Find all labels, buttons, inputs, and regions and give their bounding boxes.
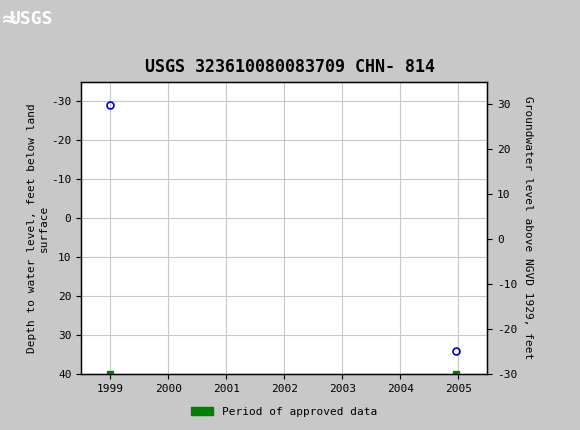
Legend: Period of approved data: Period of approved data [187, 402, 382, 421]
Text: USGS 323610080083709 CHN- 814: USGS 323610080083709 CHN- 814 [145, 58, 435, 76]
Y-axis label: Groundwater level above NGVD 1929, feet: Groundwater level above NGVD 1929, feet [523, 96, 532, 359]
Y-axis label: Depth to water level, feet below land
surface: Depth to water level, feet below land su… [27, 103, 49, 353]
Text: ≈: ≈ [1, 10, 17, 29]
Text: USGS: USGS [9, 10, 52, 28]
